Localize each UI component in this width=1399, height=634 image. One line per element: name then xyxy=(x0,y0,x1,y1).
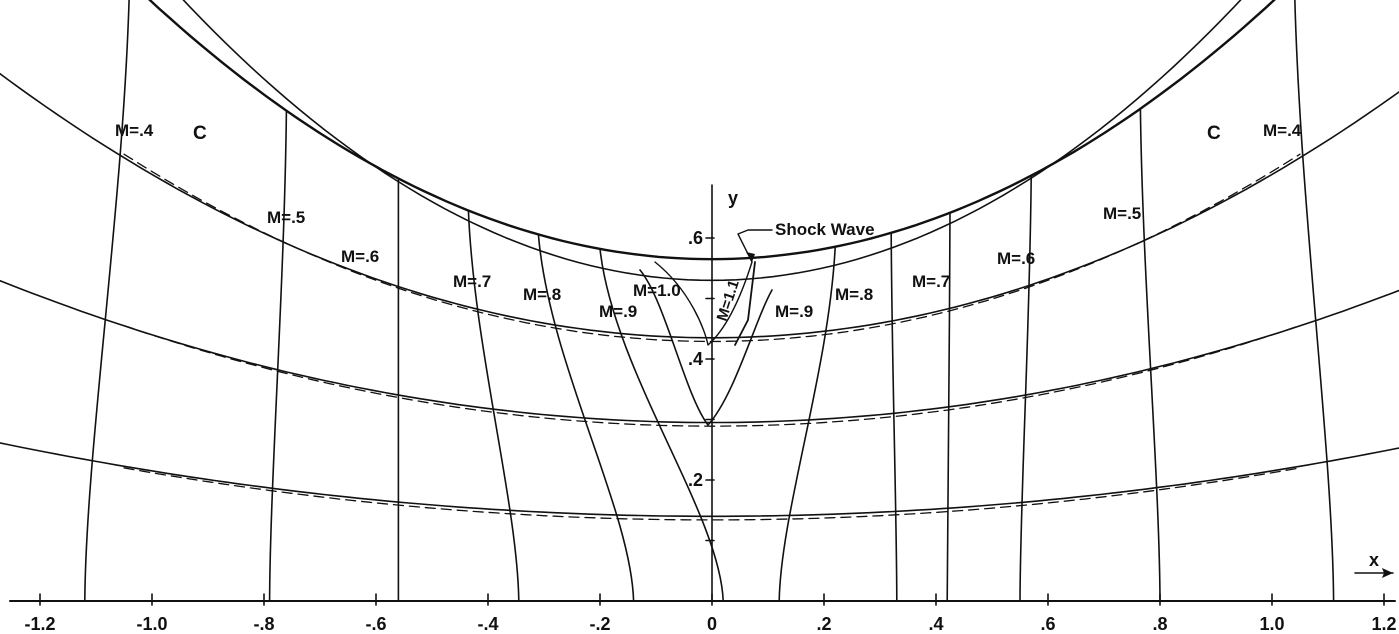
x-tick-label: -1.2 xyxy=(24,614,55,634)
mach-line xyxy=(1019,174,1032,602)
mach-line xyxy=(1139,107,1161,602)
supersonic-line xyxy=(654,261,753,346)
mach-label-supersonic: M=1.1 xyxy=(714,278,743,323)
x-tick-label: .8 xyxy=(1152,614,1167,634)
mach-line xyxy=(467,209,520,602)
x-tick-label: -1.0 xyxy=(136,614,167,634)
x-tick-label: -.6 xyxy=(365,614,386,634)
annotations: C C M=.4 M=.5 M=.6 M=.7 M=.8 M=.9 M=1.0 … xyxy=(115,121,1302,323)
axis-ticks: -1.2 -1.0 -.8 -.6 -.4 -.2 0 .2 .4 .6 .8 1.0 1.2 .2 .4.… xyxy=(24,228,1396,634)
x-tick-label: .2 xyxy=(816,614,831,634)
mach-line xyxy=(537,233,635,602)
mach-label-left-0.5: M=.5 xyxy=(267,208,305,227)
mach-line xyxy=(268,109,288,602)
sonic-line xyxy=(639,269,773,426)
x-tick-label: -.4 xyxy=(477,614,498,634)
mach-label-right-0.5: M=.5 xyxy=(1103,204,1141,223)
x-tick-label: 1.0 xyxy=(1259,614,1284,634)
wall-label-right: C xyxy=(1207,123,1221,144)
mach-label-right-0.8: M=.8 xyxy=(835,285,873,304)
mach-label-right-0.4: M=.4 xyxy=(1263,121,1302,140)
mach-label-sonic: M=1.0 xyxy=(633,281,681,300)
axes: x y xyxy=(9,184,1396,602)
streamline-dashed xyxy=(123,467,1301,521)
mach-label-left-0.4: M=.4 xyxy=(115,121,154,140)
mach-label-left-0.6: M=.6 xyxy=(341,247,379,266)
mach-label-right-0.9: M=.9 xyxy=(775,302,813,321)
mach-line xyxy=(778,245,836,602)
y-tick-label: .2 xyxy=(688,470,703,490)
mach-label-left-0.8: M=.8 xyxy=(523,285,561,304)
mach-label-left-0.7: M=.7 xyxy=(453,272,491,291)
shock-wave-pointer xyxy=(746,252,755,262)
flow-field-lines xyxy=(0,0,1399,602)
mach-line xyxy=(946,211,951,602)
mach-line xyxy=(84,0,130,602)
mach-label-right-0.6: M=.6 xyxy=(997,249,1035,268)
x-tick-label: .4 xyxy=(928,614,943,634)
shock-wave-line xyxy=(734,261,756,346)
x-tick-label: 1.2 xyxy=(1371,614,1396,634)
mach-line xyxy=(599,248,724,602)
x-tick-label: 0 xyxy=(707,614,717,634)
mach-line xyxy=(1294,0,1335,602)
mach-label-left-0.9: M=.9 xyxy=(599,302,637,321)
streamline xyxy=(0,72,1399,339)
y-tick-label: .4 xyxy=(688,349,703,369)
shock-wave-label: Shock Wave xyxy=(775,220,875,239)
x-tick-label: -.2 xyxy=(589,614,610,634)
shock-wave-leader xyxy=(737,229,773,263)
x-tick-label: .6 xyxy=(1040,614,1055,634)
mach-label-right-0.7: M=.7 xyxy=(912,272,950,291)
wall-label-left: C xyxy=(193,123,207,144)
y-axis-name: y xyxy=(728,188,738,208)
mach-line xyxy=(890,232,898,602)
x-axis-arrowhead xyxy=(1382,568,1393,578)
x-tick-label: -.8 xyxy=(253,614,274,634)
x-axis-name: x xyxy=(1369,550,1379,570)
y-tick-label: .6 xyxy=(688,228,703,248)
